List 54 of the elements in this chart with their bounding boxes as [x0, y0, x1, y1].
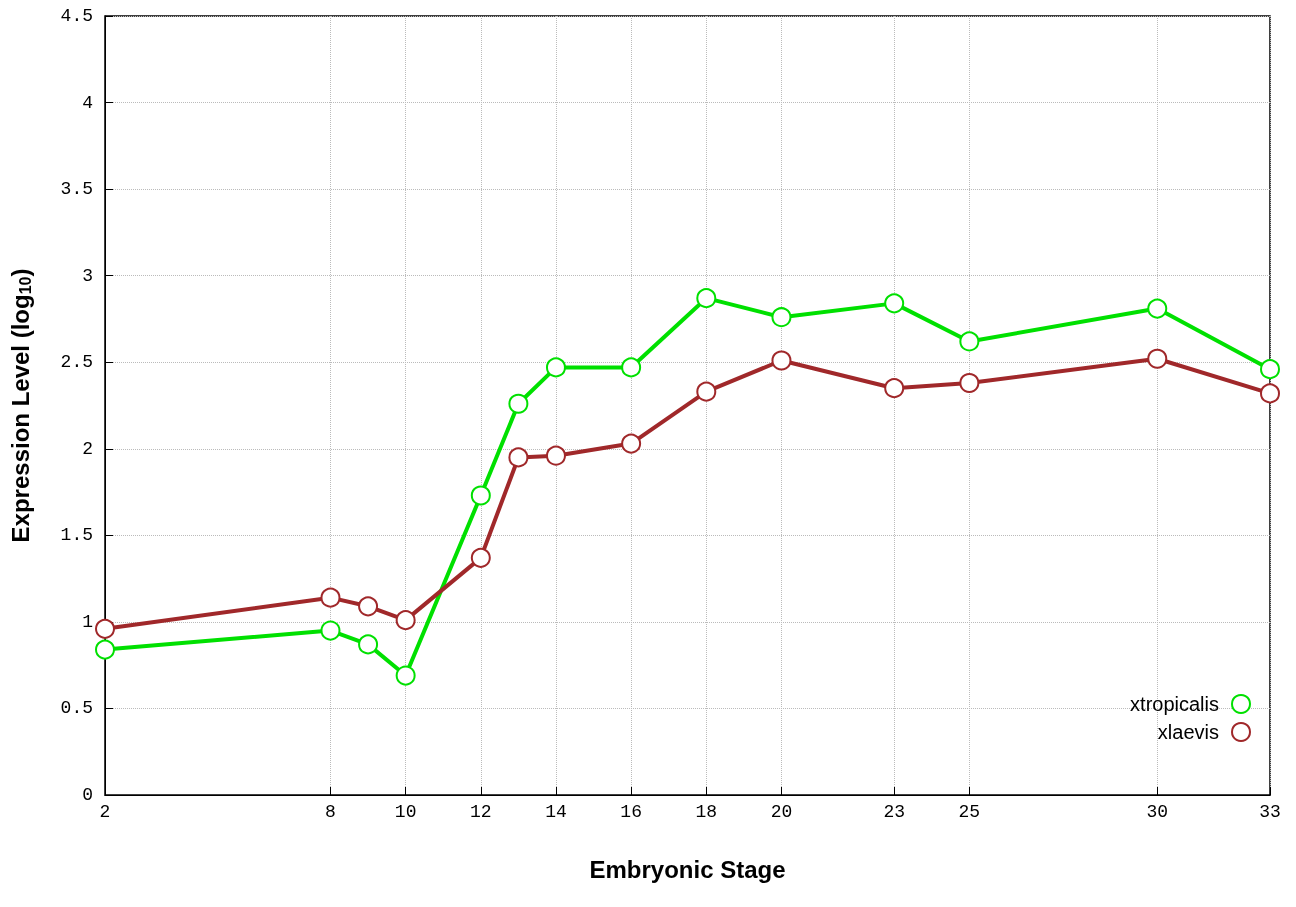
x-tick-label: 33 [1259, 802, 1281, 822]
point [358, 634, 379, 655]
x-tick-label: 12 [470, 802, 492, 822]
point [884, 378, 905, 399]
point [959, 331, 980, 352]
legend-label: xlaevis [1157, 721, 1219, 743]
point [1260, 359, 1280, 380]
point [320, 587, 341, 608]
x-tick-label: 10 [394, 802, 417, 822]
y-tick-label: 2 [82, 438, 93, 459]
point [508, 393, 529, 414]
point [470, 485, 491, 506]
x-tick-label: 23 [883, 802, 905, 822]
point [508, 447, 529, 468]
point [621, 357, 642, 378]
point [771, 307, 792, 328]
y-tick-label: 4.5 [60, 6, 93, 26]
point [470, 547, 491, 568]
y-tick-label: 2.5 [60, 352, 93, 373]
point [1147, 348, 1168, 369]
x-tick-label: 8 [325, 802, 336, 822]
point [696, 381, 717, 402]
legend-label: xtropicalis [1130, 693, 1219, 715]
x-tick-label: 2 [99, 802, 111, 822]
point [959, 373, 980, 393]
point [95, 639, 115, 660]
y-tick-label: 4 [82, 92, 93, 113]
x-tick-label: 14 [545, 802, 567, 822]
point [621, 433, 642, 454]
x-tick-label: 30 [1146, 802, 1169, 822]
point [358, 596, 379, 617]
x-tick-label: 25 [958, 802, 981, 822]
y-tick-label: 3 [82, 265, 93, 286]
y-axis-title: Expression Level (log10) [6, 268, 34, 543]
y-tick-label: 3.5 [60, 179, 93, 200]
y-tick-label: 1.5 [60, 525, 93, 546]
point [395, 665, 416, 686]
point [771, 350, 792, 371]
y-tick-label: 1 [82, 611, 93, 632]
point [545, 445, 566, 466]
y-tick-label: 0 [82, 785, 93, 805]
x-tick-label: 20 [770, 802, 793, 822]
point [884, 293, 905, 314]
x-axis-title: Embryonic Stage [589, 855, 786, 883]
x-tick-label: 16 [620, 802, 642, 822]
point [1260, 383, 1280, 404]
point [320, 620, 341, 641]
point [545, 357, 566, 378]
y-tick-label: 0.5 [60, 698, 93, 719]
point [696, 288, 717, 309]
point [1147, 298, 1168, 319]
point [95, 618, 115, 639]
point [395, 610, 416, 631]
x-tick-label: 18 [695, 802, 718, 822]
